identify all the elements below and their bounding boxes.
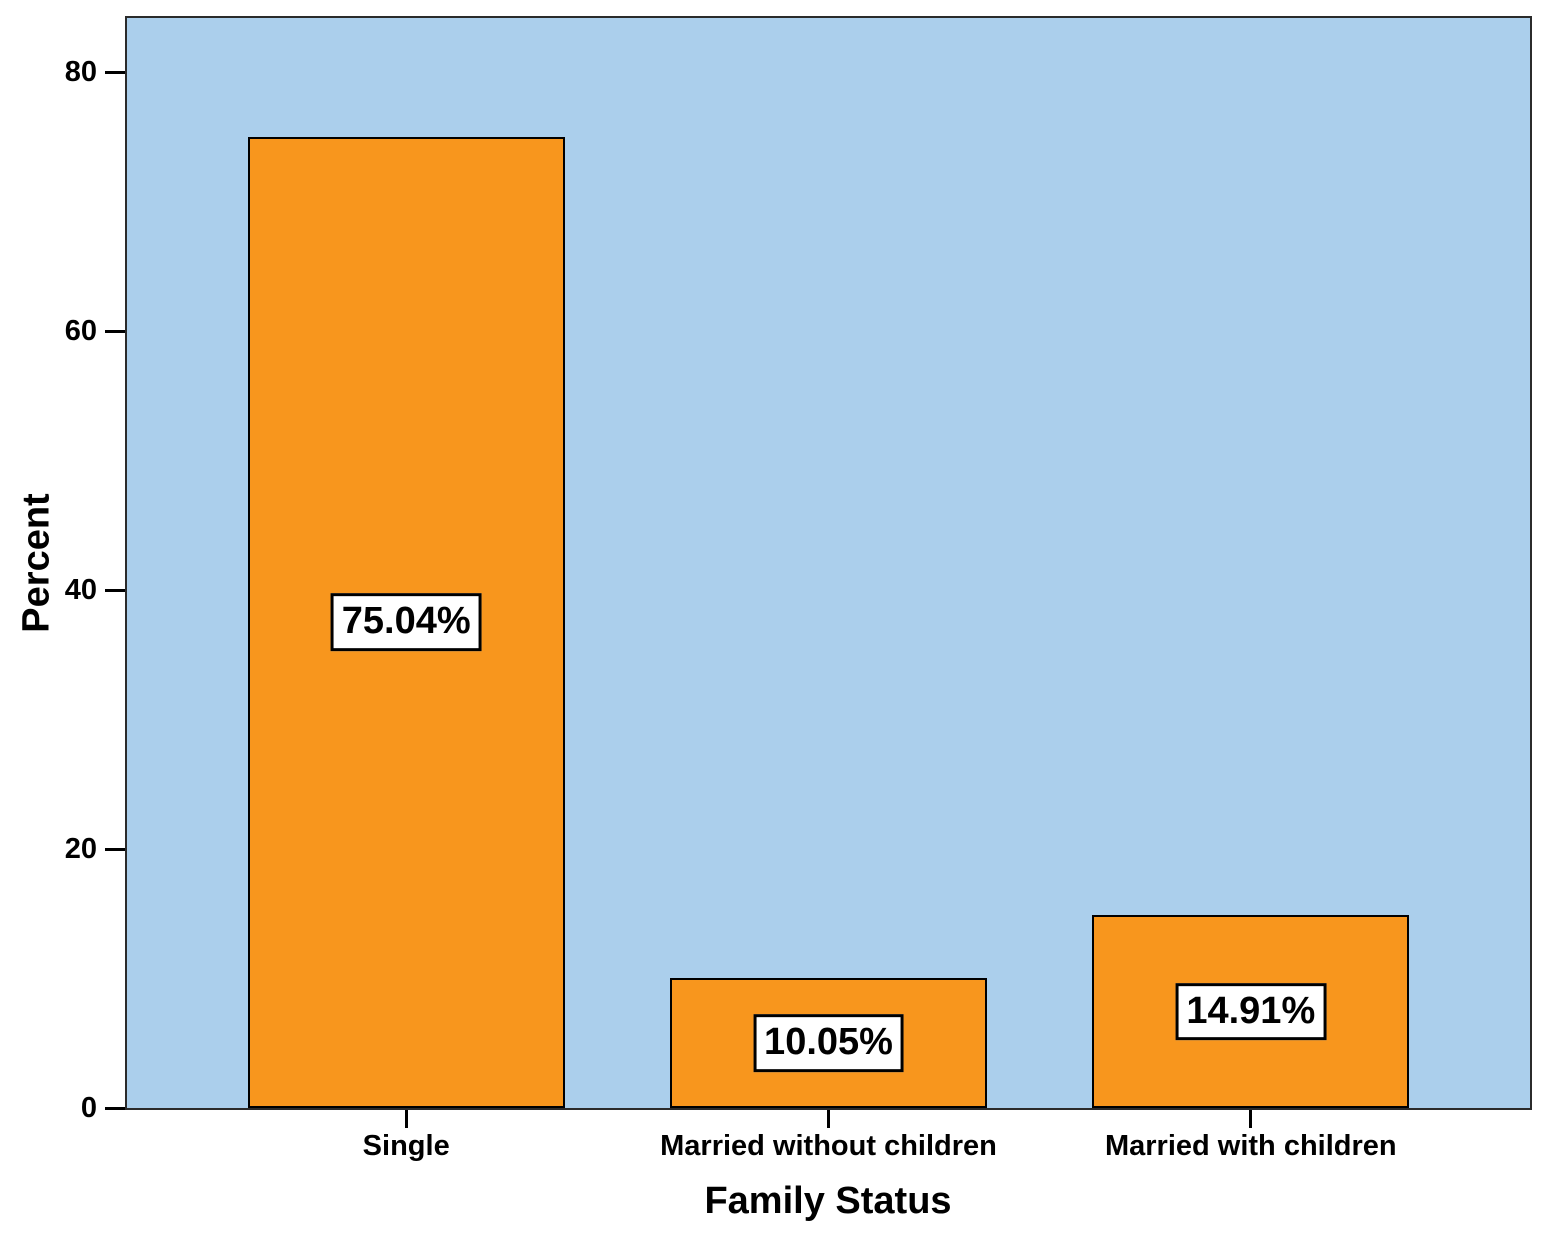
bar: 10.05%: [670, 977, 987, 1108]
y-tick-label: 0: [80, 1092, 97, 1124]
x-axis-title: Family Status: [704, 1180, 952, 1222]
y-tick: [105, 588, 125, 592]
y-tick: [105, 847, 125, 851]
y-tick: [105, 1106, 125, 1110]
x-tick: [1249, 1110, 1253, 1128]
y-tick: [105, 329, 125, 333]
x-tick: [404, 1110, 408, 1128]
y-tick-label: 60: [64, 315, 97, 348]
bar-value-label: 14.91%: [1175, 982, 1327, 1041]
x-tick-label: Single: [362, 1130, 450, 1162]
x-tick-label: Married without children: [660, 1130, 997, 1162]
y-tick: [105, 70, 125, 74]
y-axis-title: Percent: [15, 493, 58, 633]
y-tick-label: 80: [64, 56, 97, 89]
bar-value-label: 75.04%: [330, 593, 482, 652]
y-tick-label: 20: [64, 833, 97, 866]
x-tick: [827, 1110, 830, 1128]
bar: 75.04%: [247, 136, 565, 1108]
y-tick-label: 40: [64, 574, 97, 607]
plot-area: 75.04% 10.05% 14.91%: [125, 16, 1532, 1110]
bar: 14.91%: [1092, 915, 1410, 1108]
x-tick-label: Married with children: [1104, 1130, 1397, 1162]
bar-value-label: 10.05%: [753, 1014, 904, 1072]
